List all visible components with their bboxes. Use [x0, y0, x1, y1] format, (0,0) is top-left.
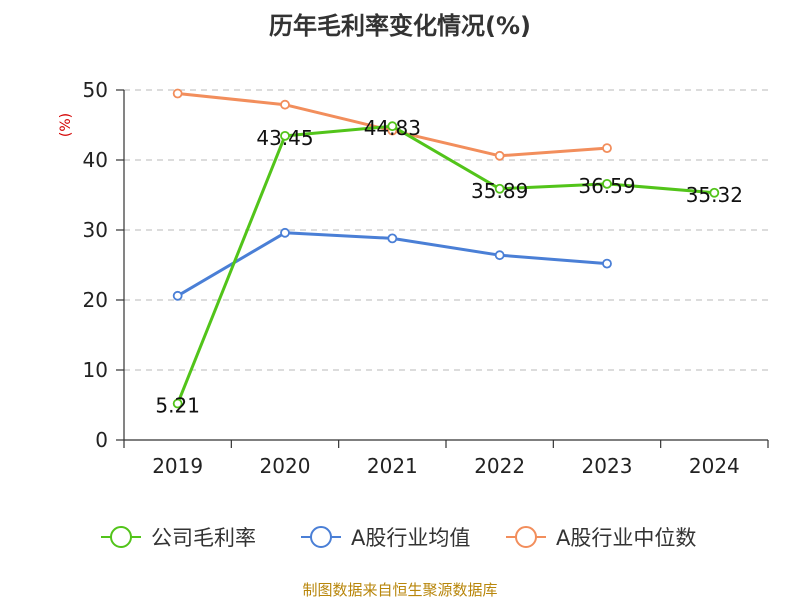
x-tick-label: 2019 — [152, 454, 203, 478]
y-axis-label: (%) — [58, 113, 74, 137]
data-point — [709, 187, 720, 198]
source-note: 制图数据来自恒生聚源数据库 — [302, 581, 497, 599]
data-point — [387, 121, 398, 132]
data-point — [172, 88, 183, 99]
data-label: 44.83 — [364, 116, 421, 140]
data-point — [602, 143, 612, 154]
legend-label: 公司毛利率 — [151, 526, 256, 550]
legend-label: A股行业均值 — [351, 526, 470, 550]
data-point — [602, 178, 612, 189]
y-tick-label: 10 — [83, 358, 108, 382]
chart-title: 历年毛利率变化情况(%) — [269, 12, 531, 40]
data-label: 43.45 — [256, 126, 313, 150]
legend-marker — [515, 526, 537, 548]
series-group — [172, 88, 720, 409]
data-labels: 5.21 43.45 44.83 35.89 36.59 35.32 — [155, 116, 743, 417]
series-line — [176, 124, 715, 405]
data-point — [494, 250, 505, 261]
data-label: 35.89 — [471, 179, 528, 203]
data-label: 36.59 — [578, 174, 635, 198]
data-point — [602, 258, 612, 269]
legend-item: A股行业中位数 — [506, 526, 696, 550]
x-tick-label: 2020 — [260, 454, 311, 478]
y-tick-label: 50 — [83, 78, 108, 102]
y-tick-label: 0 — [95, 428, 108, 452]
x-tick-label: 2021 — [367, 454, 418, 478]
legend-label: A股行业中位数 — [556, 526, 696, 550]
data-point — [280, 130, 290, 141]
data-point — [172, 398, 183, 409]
axes — [116, 89, 769, 448]
legend: 公司毛利率 A股行业均值 A股行业中位数 — [101, 526, 696, 550]
y-tick-label: 20 — [83, 288, 108, 312]
y-tick-label: 30 — [83, 218, 108, 242]
x-tick-label: 2022 — [474, 454, 525, 478]
data-point — [172, 290, 183, 301]
y-tick-label: 40 — [83, 148, 108, 172]
x-tick-label: 2023 — [582, 454, 633, 478]
data-point — [280, 227, 290, 238]
x-tick-label: 2024 — [689, 454, 740, 478]
legend-marker — [110, 526, 132, 548]
legend-item: A股行业均值 — [301, 526, 470, 550]
data-point — [494, 150, 505, 161]
tick-labels: 0 10 20 30 40 50 2019 2020 2021 2022 2023 2024 — [83, 78, 740, 478]
legend-item: 公司毛利率 — [101, 526, 256, 550]
grid-lines — [124, 89, 768, 371]
data-point — [494, 183, 505, 194]
data-label: 35.32 — [686, 183, 743, 207]
data-point — [387, 233, 398, 244]
legend-marker — [310, 526, 332, 548]
data-point — [280, 99, 290, 110]
data-label: 5.21 — [155, 394, 200, 418]
